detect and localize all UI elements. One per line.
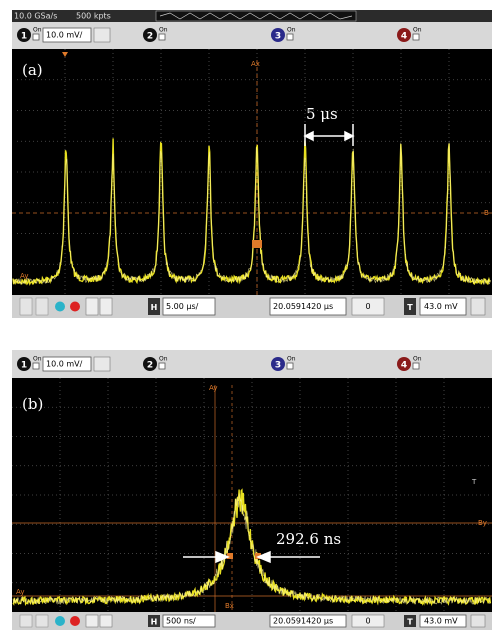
channel-state: On bbox=[159, 356, 168, 363]
h-key-label: H bbox=[151, 618, 158, 627]
checkbox[interactable] bbox=[413, 34, 419, 40]
tool-button[interactable] bbox=[86, 298, 98, 315]
marker-by: By bbox=[478, 519, 487, 527]
channel-scale: 10.0 mV/ bbox=[46, 360, 83, 369]
panel-label: (a) bbox=[22, 61, 43, 79]
cursor-marker bbox=[227, 553, 233, 559]
checkbox[interactable] bbox=[287, 363, 293, 369]
t-key-label: T bbox=[407, 618, 413, 627]
spin-button[interactable] bbox=[471, 298, 485, 315]
checkbox[interactable] bbox=[413, 363, 419, 369]
annotation: 292.6 ns bbox=[276, 530, 341, 548]
coupling-button[interactable] bbox=[94, 28, 110, 42]
memory-bar bbox=[156, 11, 356, 21]
channel-number: 3 bbox=[275, 361, 281, 371]
tool-button[interactable] bbox=[55, 302, 65, 312]
screenshot: 10.0 GSa/s 500 kpts 1 On 10.0 mV/2 On 3 On 4 On… bbox=[0, 0, 492, 630]
channel-number: 4 bbox=[401, 361, 407, 371]
marker-ay: Ay bbox=[209, 384, 217, 392]
checkbox[interactable] bbox=[159, 363, 165, 369]
marker-t: T bbox=[471, 478, 477, 486]
channel-number: 1 bbox=[21, 361, 27, 371]
marker-ay: Ay bbox=[20, 272, 28, 280]
marker-b: B bbox=[484, 209, 489, 217]
checkbox[interactable] bbox=[33, 363, 39, 369]
tool-button[interactable] bbox=[36, 615, 48, 627]
marker-ay: Ay bbox=[16, 588, 24, 596]
channel-state: On bbox=[159, 27, 168, 34]
h-scale: 5.00 μs/ bbox=[166, 302, 199, 311]
tool-button[interactable] bbox=[36, 298, 48, 315]
tool-button[interactable] bbox=[70, 616, 80, 626]
h-scale: 500 ns/ bbox=[166, 617, 196, 626]
delay: 20.0591420 μs bbox=[273, 617, 333, 626]
panel-label: (b) bbox=[22, 395, 43, 413]
channel-state: On bbox=[413, 27, 422, 34]
channel-number: 2 bbox=[147, 361, 153, 371]
nav: 0 bbox=[365, 617, 370, 626]
channel-number: 2 bbox=[147, 32, 153, 42]
h-key-label: H bbox=[151, 303, 158, 312]
tool-button[interactable] bbox=[20, 615, 32, 627]
channel-state: On bbox=[413, 356, 422, 363]
tool-button[interactable] bbox=[20, 298, 32, 315]
checkbox[interactable] bbox=[287, 34, 293, 40]
channel-number: 3 bbox=[275, 32, 281, 42]
coupling-button[interactable] bbox=[94, 357, 110, 371]
checkbox[interactable] bbox=[33, 34, 39, 40]
annotation: 5 μs bbox=[306, 105, 338, 123]
tool-button[interactable] bbox=[100, 298, 112, 315]
channel-number: 4 bbox=[401, 32, 407, 42]
trigger-level: 43.0 mV bbox=[424, 617, 458, 626]
channel-state: On bbox=[287, 356, 296, 363]
t-key-label: T bbox=[407, 303, 413, 312]
points: 500 kpts bbox=[76, 12, 111, 21]
delay: 20.0591420 μs bbox=[273, 302, 333, 311]
checkbox[interactable] bbox=[159, 34, 165, 40]
tool-button[interactable] bbox=[55, 616, 65, 626]
channel-state: On bbox=[287, 27, 296, 34]
channel-state: On bbox=[33, 27, 42, 34]
channel-number: 1 bbox=[21, 32, 27, 42]
marker-ax: Ax bbox=[251, 60, 260, 68]
tool-button[interactable] bbox=[100, 615, 112, 627]
trigger-level: 43.0 mV bbox=[424, 302, 458, 311]
sample-rate: 10.0 GSa/s bbox=[14, 12, 57, 21]
nav: 0 bbox=[365, 302, 370, 311]
tool-button[interactable] bbox=[70, 302, 80, 312]
channel-scale: 10.0 mV/ bbox=[46, 31, 83, 40]
tool-button[interactable] bbox=[86, 615, 98, 627]
spin-button[interactable] bbox=[471, 615, 485, 627]
channel-state: On bbox=[33, 356, 42, 363]
cursor-marker bbox=[252, 240, 262, 248]
marker-bx: Bx bbox=[225, 602, 234, 610]
